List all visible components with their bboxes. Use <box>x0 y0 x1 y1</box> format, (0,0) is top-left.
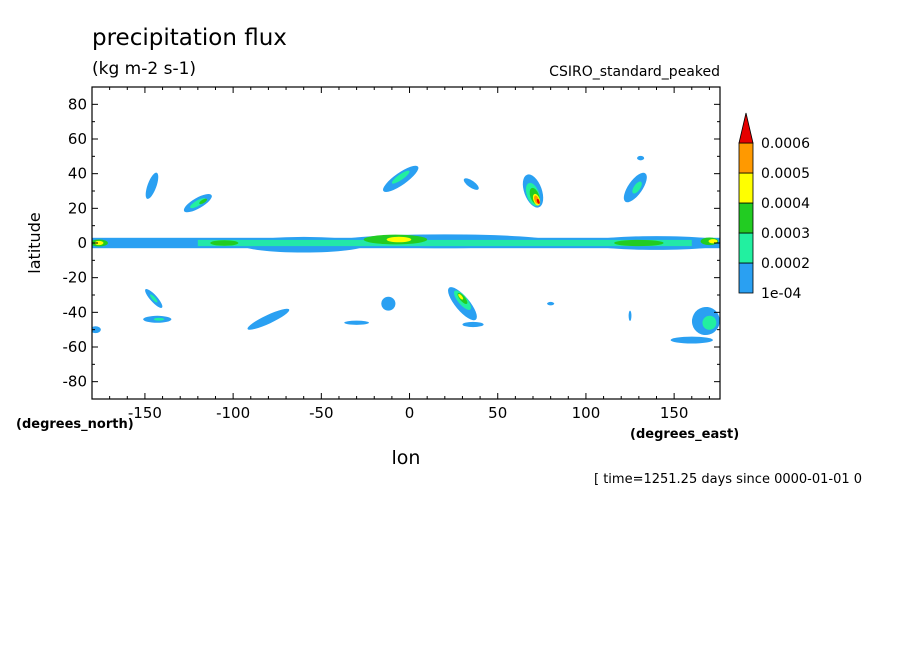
sh-streak <box>462 321 484 328</box>
nh-streak <box>391 170 410 184</box>
equatorial-core <box>708 239 718 244</box>
y-axis-label: latitude <box>25 212 44 273</box>
colorbar-swatch <box>738 142 754 174</box>
time-label: [ time=1251.25 days since 0000-01-01 0 <box>594 472 862 487</box>
colorbar-label: 0.0006 <box>761 136 810 152</box>
y-tick-label: 20 <box>68 199 87 217</box>
colorbar-label: 0.0002 <box>761 256 810 272</box>
sh-streak <box>547 301 555 306</box>
sh-streak <box>702 315 717 330</box>
y-units-label: (degrees_north) <box>16 417 134 432</box>
nh-streak <box>199 198 208 205</box>
y-tick-label: -80 <box>63 373 88 391</box>
nh-streak <box>632 181 642 194</box>
x-tick-label: -150 <box>128 404 162 422</box>
chart-title: precipitation flux <box>92 25 287 51</box>
x-tick-label: 50 <box>488 404 507 422</box>
sh-streak <box>344 320 369 325</box>
nh-streak <box>536 198 540 204</box>
sh-streak <box>670 336 713 344</box>
y-tick-label: 0 <box>77 234 87 252</box>
x-tick-label: 100 <box>572 404 601 422</box>
dataset-label: CSIRO_standard_peaked <box>549 64 720 80</box>
sh-streak <box>92 326 101 334</box>
x-tick-label: -50 <box>309 404 334 422</box>
y-tick-label: 80 <box>68 95 87 113</box>
colorbar-label: 0.0003 <box>761 226 810 242</box>
colorbar-swatch <box>738 202 754 234</box>
sh-streak <box>458 293 464 300</box>
nh-streak <box>637 155 645 161</box>
sh-streak <box>150 294 158 303</box>
sh-streak <box>628 310 632 321</box>
y-tick-label: 60 <box>68 130 87 148</box>
y-tick-label: -40 <box>63 303 88 321</box>
sh-streak <box>247 308 290 330</box>
colorbar-extend-arrow <box>738 112 754 144</box>
colorbar: 1e-04 0.0002 0.0003 0.0004 0.0005 0.0006 <box>738 112 810 302</box>
equatorial-core <box>386 236 412 243</box>
x-tick-label: 0 <box>405 404 415 422</box>
y-tick-label: -60 <box>63 338 88 356</box>
y-tick-label: -20 <box>63 269 88 287</box>
y-tick-label: 40 <box>68 165 87 183</box>
equatorial-core <box>94 240 104 246</box>
nh-streak <box>145 172 159 199</box>
equatorial-band-core <box>197 239 692 247</box>
colorbar-label: 0.0005 <box>761 166 810 182</box>
nh-streak <box>463 178 479 190</box>
x-units-label: (degrees_east) <box>630 427 739 442</box>
colorbar-swatch <box>738 262 754 294</box>
equatorial-core <box>210 240 239 246</box>
x-tick-label: 150 <box>660 404 689 422</box>
x-tick-label: -100 <box>216 404 250 422</box>
x-axis-label: lon <box>392 447 421 469</box>
equatorial-core <box>614 239 664 247</box>
colorbar-label: 0.0004 <box>761 196 810 212</box>
colorbar-swatch <box>738 232 754 264</box>
sh-streak <box>153 317 165 321</box>
chart-subtitle: (kg m-2 s-1) <box>92 59 196 79</box>
colorbar-label: 1e-04 <box>761 286 801 302</box>
colorbar-swatch <box>738 172 754 204</box>
sh-streak <box>381 296 396 311</box>
